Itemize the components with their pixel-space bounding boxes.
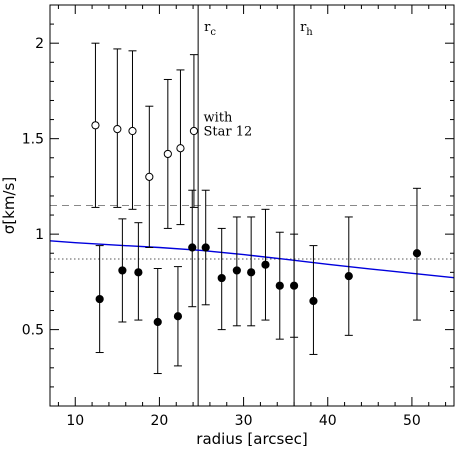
filled-point-1: [118, 218, 127, 323]
filled-point-4: [173, 266, 183, 367]
data-marker: [91, 121, 100, 130]
data-marker: [118, 266, 127, 275]
data-marker: [134, 268, 143, 277]
data-marker: [217, 273, 226, 283]
data-marker: [232, 266, 241, 275]
x-axis-label: radius [arcsec]: [196, 430, 307, 448]
data-marker: [412, 249, 422, 258]
filled-point-11: [275, 231, 284, 340]
data-marker: [173, 312, 183, 321]
data-marker: [163, 149, 172, 159]
filled-point-8: [232, 216, 241, 327]
open-point-2: [128, 50, 137, 210]
annotation-line-0: with: [204, 111, 234, 126]
open-point-1: [113, 48, 122, 208]
y-axis-label: σ[km/s]: [0, 177, 18, 234]
data-marker: [344, 272, 353, 281]
filled-point-0: [95, 245, 104, 354]
open-point-3: [145, 105, 154, 249]
x-tick-label: 10: [66, 413, 84, 429]
filled-point-6: [201, 189, 210, 306]
x-tick-label: 20: [151, 413, 169, 429]
data-marker: [176, 144, 185, 153]
data-marker: [153, 317, 162, 327]
filled-point-7: [217, 227, 226, 331]
data-marker: [95, 294, 104, 304]
open-point-6: [189, 54, 199, 208]
open-point-4: [163, 78, 172, 229]
data-marker: [189, 126, 199, 136]
x-tick-label: 30: [235, 413, 253, 429]
open-point-0: [91, 42, 100, 208]
x-tick-label: 50: [403, 413, 421, 429]
filled-point-15: [412, 187, 422, 321]
vline-label-rh: rh: [300, 20, 313, 38]
ticks-layer: 10 20 30 40 50 0.5 1 1.5 2: [22, 4, 454, 429]
y-tick-label: 1.5: [22, 132, 44, 148]
data-marker: [289, 281, 299, 290]
data-marker: [247, 268, 256, 277]
filled-point-2: [134, 222, 143, 321]
data-marker: [275, 281, 284, 290]
y-tick-label: 1: [35, 227, 44, 243]
data-marker: [128, 126, 137, 136]
y-tick-label: 2: [35, 36, 44, 52]
data-marker: [201, 243, 210, 252]
vline-label-rc: rc: [204, 20, 216, 38]
filled-point-13: [309, 245, 318, 355]
model-curve: [49, 240, 455, 279]
filled-point-12: [289, 233, 299, 338]
data-marker: [145, 172, 154, 181]
plot-frame: [49, 4, 455, 407]
data-marker: [188, 243, 197, 252]
x-tick-label: 40: [319, 413, 337, 429]
open-point-5: [176, 69, 185, 226]
annotation-line-1: Star 12: [204, 125, 253, 140]
filled-point-10: [261, 208, 270, 321]
data-marker: [113, 125, 122, 134]
filled-point-5: [188, 189, 197, 308]
filled-point-9: [247, 216, 256, 327]
data-marker: [309, 296, 318, 306]
filled-point-3: [153, 268, 162, 375]
data-marker: [261, 260, 270, 269]
y-tick-label: 0.5: [22, 323, 44, 339]
filled-point-14: [344, 216, 353, 336]
